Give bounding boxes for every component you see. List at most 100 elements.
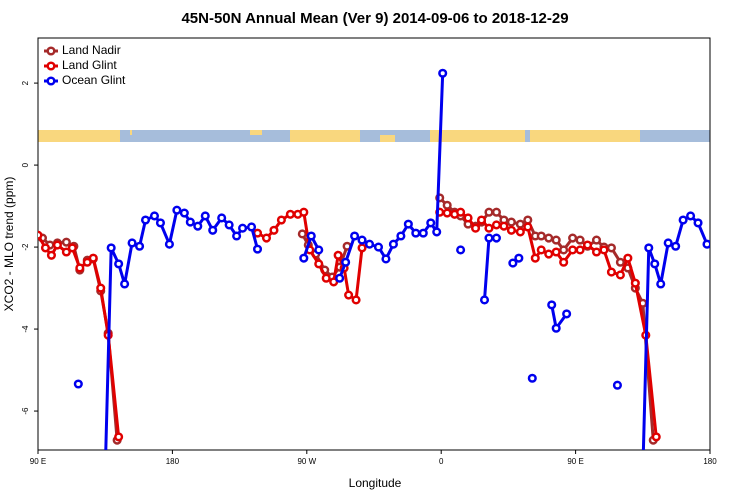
data-point xyxy=(551,235,561,245)
y-axis-label: XCO2 - MLO trend (ppm) xyxy=(2,177,16,312)
data-point xyxy=(544,233,554,243)
data-point xyxy=(615,270,625,280)
data-point xyxy=(351,295,361,305)
data-point xyxy=(484,223,494,233)
data-point xyxy=(38,230,43,240)
data-point xyxy=(333,250,343,260)
x-tick-label: 180 xyxy=(703,457,717,466)
data-point xyxy=(671,241,681,251)
data-point xyxy=(599,245,609,255)
data-point xyxy=(559,257,569,267)
data-point xyxy=(442,208,452,218)
series-line xyxy=(439,210,658,438)
data-point xyxy=(591,247,602,257)
legend-label: Land Glint xyxy=(62,58,117,72)
data-point xyxy=(200,211,210,221)
data-point xyxy=(88,253,98,263)
data-point xyxy=(470,223,481,233)
data-point xyxy=(568,245,578,255)
data-point xyxy=(96,283,106,293)
data-point xyxy=(193,221,203,231)
data-point xyxy=(479,295,490,305)
y-tick-label: -4 xyxy=(21,325,30,333)
legend-label: Ocean Glint xyxy=(62,73,126,87)
data-point xyxy=(46,250,56,260)
data-point xyxy=(341,257,351,267)
data-point xyxy=(693,218,703,228)
data-point xyxy=(164,239,174,249)
data-point xyxy=(411,228,421,238)
data-point xyxy=(134,241,145,251)
data-point xyxy=(559,245,569,255)
data-point xyxy=(276,215,286,225)
data-point xyxy=(102,469,109,476)
data-point xyxy=(536,245,546,255)
data-point xyxy=(321,273,331,283)
data-point xyxy=(388,239,398,249)
x-tick-label: 90 E xyxy=(30,457,46,466)
data-point xyxy=(491,233,502,243)
data-point xyxy=(456,207,466,217)
data-point xyxy=(61,247,71,257)
data-point xyxy=(523,222,533,232)
data-point xyxy=(551,323,561,333)
data-point xyxy=(299,207,309,217)
data-point xyxy=(252,244,263,254)
data-point xyxy=(261,233,272,243)
data-point xyxy=(499,221,509,231)
data-point xyxy=(606,243,616,253)
data-point xyxy=(217,213,227,223)
y-tick-label: -6 xyxy=(21,407,30,415)
data-point xyxy=(663,238,673,248)
data-point xyxy=(329,277,339,287)
data-point xyxy=(651,432,661,442)
data-point xyxy=(515,219,525,229)
legend-label: Land Nadir xyxy=(62,43,121,57)
data-point xyxy=(40,243,51,253)
data-point xyxy=(506,225,516,235)
x-tick-label: 180 xyxy=(166,457,180,466)
x-tick-label: 90 E xyxy=(567,457,583,466)
data-point xyxy=(224,220,234,230)
x-axis-label: Longitude xyxy=(349,476,402,490)
data-point xyxy=(285,209,295,219)
data-point xyxy=(344,290,354,300)
data-point xyxy=(350,231,360,241)
data-point xyxy=(299,253,309,263)
data-point xyxy=(238,223,248,233)
plot-area xyxy=(38,68,710,476)
data-point xyxy=(606,267,616,277)
data-point xyxy=(568,233,578,243)
data-point xyxy=(630,278,640,288)
data-point xyxy=(149,211,160,221)
legend-marker xyxy=(46,46,56,56)
data-point xyxy=(484,207,494,217)
data-point xyxy=(644,243,654,253)
data-point xyxy=(514,253,524,263)
data-point xyxy=(442,200,452,210)
y-tick-label: 2 xyxy=(21,80,30,85)
data-point xyxy=(491,220,502,230)
data-point xyxy=(623,253,633,263)
series-line xyxy=(483,236,497,301)
data-point xyxy=(615,257,625,267)
data-point xyxy=(582,240,593,250)
data-point xyxy=(438,68,448,78)
data-point xyxy=(508,258,518,268)
data-point xyxy=(357,235,367,245)
data-point xyxy=(373,242,384,252)
data-point xyxy=(506,217,516,227)
data-point xyxy=(544,249,554,259)
data-point xyxy=(426,218,436,228)
legend-marker xyxy=(46,76,56,86)
legend-marker xyxy=(46,61,56,71)
data-point xyxy=(120,279,130,289)
data-point xyxy=(140,215,151,225)
data-point xyxy=(575,245,585,255)
data-point xyxy=(246,222,257,232)
data-point xyxy=(456,245,466,255)
data-point xyxy=(52,240,62,250)
data-point xyxy=(530,253,540,263)
x-tick-label: 90 W xyxy=(297,457,316,466)
